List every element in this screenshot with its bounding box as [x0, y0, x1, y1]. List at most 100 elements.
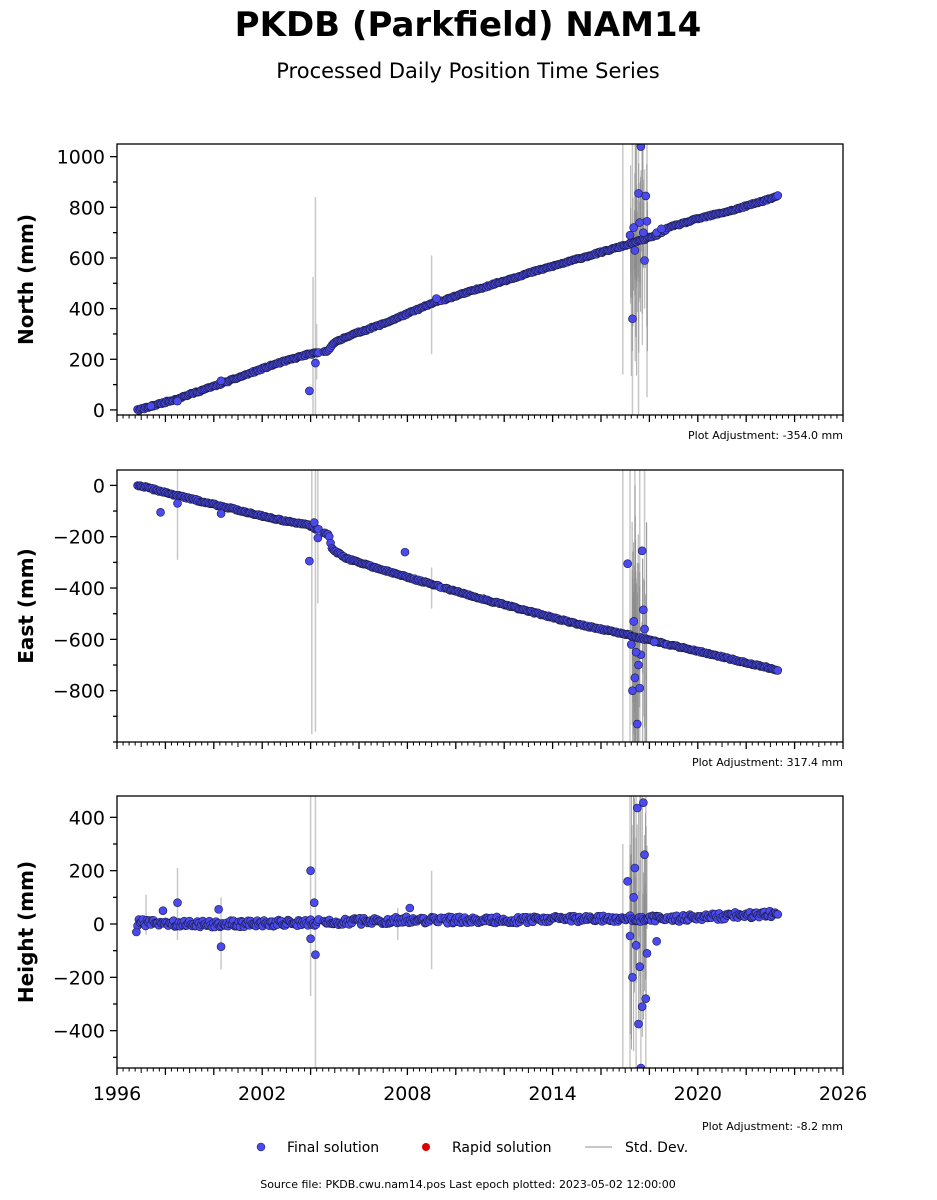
- east-plot-adjustment: Plot Adjustment: 317.4 mm: [692, 756, 843, 769]
- east-data-point: [632, 719, 642, 729]
- north-y-axis-label: North (mm): [14, 214, 38, 345]
- east-data-point: [623, 559, 632, 568]
- height-x-tick-label: 2008: [383, 1083, 431, 1105]
- height-data-point: [132, 927, 141, 937]
- height-data-point: [306, 934, 315, 943]
- north-frame: [116, 143, 844, 416]
- north-data-point: [657, 224, 666, 234]
- east-data-point: [400, 547, 410, 557]
- north-data-point: [641, 191, 651, 201]
- height-y-tick-label: 400: [69, 807, 105, 829]
- height-data-point: [631, 941, 641, 950]
- north-data-point: [173, 396, 182, 406]
- north-plot-adjustment: Plot Adjustment: -354.0 mm: [688, 429, 843, 442]
- east-y-tick-label: 0: [93, 475, 105, 497]
- north-data-point: [625, 230, 635, 240]
- north-panel: 0 200 400 600 800 1000 North (mm) Plot Adjustme…: [14, 143, 844, 442]
- north-y-tick-label: 600: [69, 248, 105, 270]
- east-data-point: [640, 624, 649, 634]
- east-y-tick-label: −600: [53, 629, 105, 651]
- height-x-tick-label: 1996: [93, 1083, 141, 1105]
- east-panel: 0 −200 −400 −600 −800 East (mm) Plot Adjustmen…: [14, 469, 844, 769]
- height-data-point: [216, 942, 226, 951]
- north-data-point: [146, 401, 156, 411]
- height-data-point: [641, 994, 651, 1003]
- north-plot-area: [133, 144, 783, 415]
- height-data-point: [625, 931, 635, 941]
- north-data-point: [639, 228, 648, 237]
- east-data-point: [628, 686, 637, 695]
- east-y-axis-label: East (mm): [14, 548, 38, 664]
- height-x-tick-label: 2002: [238, 1083, 286, 1105]
- height-data-point: [636, 1063, 646, 1068]
- east-data-point: [173, 499, 182, 508]
- east-data-point: [626, 640, 636, 649]
- height-data-point: [311, 950, 320, 959]
- height-data-point: [634, 1019, 643, 1029]
- height-x-tick-label: 2020: [674, 1083, 722, 1105]
- height-y-tick-label: 200: [69, 861, 105, 883]
- east-data-point: [313, 533, 323, 543]
- north-data-point: [628, 314, 637, 324]
- height-data-point: [629, 893, 638, 902]
- height-data-point: [640, 850, 649, 859]
- north-data-point: [773, 191, 783, 200]
- north-y-tick-label: 1000: [57, 147, 105, 169]
- legend-final-marker: [256, 1142, 266, 1152]
- east-data-point: [629, 617, 638, 626]
- north-y-tick-label: 200: [69, 349, 105, 371]
- height-data-point: [405, 903, 415, 913]
- east-y-tick-label: −800: [53, 681, 105, 703]
- height-y-tick-label: −400: [53, 1021, 105, 1043]
- height-y-axis-label: Height (mm): [14, 861, 38, 1003]
- north-data-point: [642, 216, 652, 226]
- east-data-point: [635, 683, 645, 693]
- north-data-point: [634, 189, 643, 198]
- legend: Final solution Rapid solution Std. Dev.: [256, 1140, 688, 1156]
- east-data-point: [773, 666, 783, 675]
- figure-title: PKDB (Parkfield) NAM14: [235, 5, 702, 45]
- height-y-tick-label: 0: [93, 914, 105, 936]
- height-data-point: [630, 863, 640, 873]
- height-data-point: [652, 937, 661, 946]
- height-data-point: [158, 906, 168, 915]
- east-data-point: [216, 509, 226, 518]
- east-data-point: [156, 508, 165, 517]
- north-data-point: [216, 376, 226, 386]
- height-data-point: [628, 973, 637, 982]
- height-x-tick-label: 2014: [528, 1083, 576, 1105]
- height-frame: [116, 795, 844, 1069]
- height-data-point: [309, 898, 319, 907]
- east-data-point: [630, 673, 640, 683]
- source-footer: Source file: PKDB.cwu.nam14.pos Last epo…: [260, 1178, 676, 1191]
- north-data-point: [629, 223, 638, 232]
- north-data-point: [630, 246, 640, 255]
- height-y-tick-label: −200: [53, 967, 105, 989]
- height-panel: 400 200 0 −200 −400 1996 2002 2008 2014 2020 2026 H…: [14, 795, 867, 1133]
- height-data-point: [623, 877, 632, 886]
- north-y-tick-label: 400: [69, 299, 105, 321]
- north-data-point: [311, 358, 320, 368]
- height-data-point: [642, 949, 652, 958]
- height-data-point: [637, 1002, 647, 1011]
- height-data-point: [173, 898, 182, 907]
- legend-rapid-label: Rapid solution: [452, 1140, 552, 1156]
- north-data-point: [640, 256, 649, 265]
- east-data-point: [309, 518, 319, 527]
- north-y-tick-label: 800: [69, 197, 105, 219]
- east-data-point: [649, 637, 659, 647]
- height-data-point: [306, 866, 315, 875]
- north-data-point: [305, 386, 314, 396]
- east-y-tick-label: −400: [53, 578, 105, 600]
- legend-rapid-marker: [422, 1143, 430, 1151]
- east-plot-area: [133, 470, 783, 742]
- height-plot-adjustment: Plot Adjustment: -8.2 mm: [702, 1120, 843, 1133]
- north-y-tick-label: 0: [93, 400, 105, 422]
- east-data-point: [305, 556, 314, 566]
- east-data-point: [637, 546, 647, 556]
- height-data-point: [632, 803, 642, 813]
- height-plot-area: [132, 796, 783, 1068]
- figure-subtitle: Processed Daily Position Time Series: [276, 59, 660, 83]
- east-data-point: [634, 660, 643, 670]
